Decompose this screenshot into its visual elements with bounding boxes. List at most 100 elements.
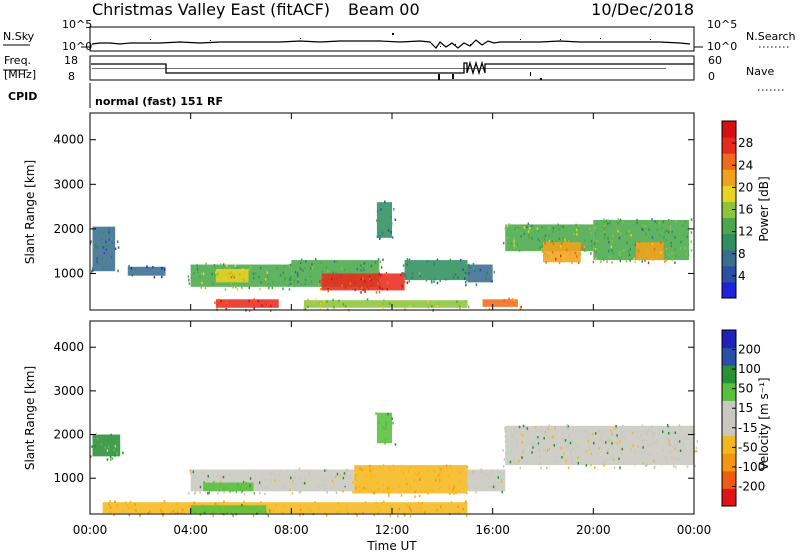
nave-label: Nave bbox=[746, 65, 774, 78]
scatter-cell bbox=[95, 243, 98, 247]
scatter-cell bbox=[108, 503, 110, 506]
scatter-cell bbox=[356, 514, 358, 517]
colorbar-tick-label: 28 bbox=[738, 136, 753, 150]
scatter-cell bbox=[296, 488, 298, 491]
scatter-cell bbox=[253, 492, 256, 495]
scatter-cell bbox=[560, 446, 562, 450]
nsky-label: N.Sky bbox=[3, 30, 35, 43]
scatter-cell bbox=[272, 509, 275, 512]
scatter-cell bbox=[626, 241, 628, 244]
scatter-cell bbox=[514, 299, 516, 302]
scatter-cell bbox=[666, 459, 668, 462]
scatter-cell bbox=[126, 504, 128, 507]
scatter-region bbox=[190, 505, 267, 514]
scatter-cell bbox=[669, 228, 672, 231]
scatter-cell bbox=[223, 500, 225, 504]
scatter-cell bbox=[571, 261, 573, 264]
scatter-cell bbox=[204, 286, 207, 290]
scatter-cell bbox=[201, 281, 203, 285]
scatter-cell bbox=[388, 502, 390, 506]
scatter-cell bbox=[573, 233, 575, 236]
scatter-cell bbox=[319, 280, 321, 283]
scatter-cell bbox=[389, 514, 391, 518]
scatter-cell bbox=[220, 263, 222, 266]
scatter-cell bbox=[539, 454, 541, 458]
scatter-cell bbox=[175, 502, 178, 505]
scatter-cell bbox=[605, 458, 607, 461]
scatter-cell bbox=[283, 265, 286, 268]
scatter-cell bbox=[326, 300, 328, 303]
scatter-cell bbox=[311, 265, 314, 268]
scatter-cell bbox=[543, 238, 546, 241]
scatter-cell bbox=[300, 510, 303, 513]
scatter-cell bbox=[557, 223, 559, 226]
scatter-cell bbox=[115, 503, 118, 506]
scatter-cell bbox=[288, 278, 291, 281]
scatter-cell bbox=[283, 504, 285, 508]
scatter-cell bbox=[404, 274, 407, 277]
scatter-cell bbox=[152, 265, 154, 269]
scatter-cell bbox=[219, 480, 222, 484]
scatter-cell bbox=[694, 450, 696, 453]
scatter-cell bbox=[497, 476, 499, 479]
scatter-cell bbox=[187, 491, 190, 495]
colorbar-swatch bbox=[722, 453, 736, 472]
scatter-cell bbox=[259, 267, 262, 270]
scatter-cell bbox=[544, 242, 546, 245]
scatter-cell bbox=[615, 425, 617, 428]
scatter-cell bbox=[304, 478, 306, 481]
scatter-cell bbox=[113, 448, 116, 452]
scatter-cell bbox=[464, 277, 466, 280]
scatter-cell bbox=[526, 427, 529, 430]
scatter-cell bbox=[671, 258, 674, 261]
scatter-cell bbox=[644, 451, 646, 454]
scatter-cell bbox=[289, 488, 291, 492]
scatter-cell bbox=[652, 434, 654, 438]
scatter-cell bbox=[523, 226, 526, 229]
colorbar-swatch bbox=[722, 169, 736, 186]
scatter-cell bbox=[307, 305, 309, 309]
scatter-cell bbox=[347, 511, 349, 514]
scatter-cell bbox=[193, 272, 195, 275]
scatter-cell bbox=[102, 246, 104, 249]
scatter-cell bbox=[491, 469, 494, 473]
scatter-cell bbox=[696, 439, 698, 443]
scatter-cell bbox=[472, 471, 474, 474]
scatter-cell bbox=[603, 258, 605, 261]
scatter-cell bbox=[610, 432, 613, 436]
scatter-cell bbox=[382, 425, 384, 429]
scatter-cell bbox=[243, 492, 246, 496]
scatter-cell bbox=[400, 494, 403, 497]
scatter-cell bbox=[349, 282, 352, 285]
scatter-cell bbox=[552, 230, 554, 234]
scatter-cell bbox=[606, 438, 609, 441]
scatter-cell bbox=[558, 237, 561, 241]
scatter-cell bbox=[252, 272, 255, 276]
scatter-cell bbox=[369, 469, 372, 472]
scatter-cell bbox=[147, 511, 150, 515]
scatter-cell bbox=[602, 461, 605, 464]
scatter-cell bbox=[407, 504, 409, 508]
scatter-cell bbox=[324, 511, 326, 514]
scatter-cell bbox=[642, 446, 644, 449]
scatter-cell bbox=[521, 441, 523, 444]
scatter-cell bbox=[612, 454, 615, 457]
scatter-cell bbox=[127, 506, 130, 510]
scatter-cell bbox=[605, 219, 608, 222]
scatter-cell bbox=[208, 491, 210, 495]
scatter-cell bbox=[430, 279, 433, 282]
scatter-cell bbox=[109, 506, 112, 509]
scatter-cell bbox=[693, 433, 696, 436]
scatter-cell bbox=[513, 241, 515, 245]
noise-panel: N.Sky 10^5 10^0 10^5 10^0 N.Search bbox=[3, 18, 796, 53]
scatter-cell bbox=[384, 437, 387, 441]
y-tick-label: 3000 bbox=[53, 384, 84, 398]
scatter-cell bbox=[434, 277, 436, 281]
scatter-cell bbox=[490, 472, 492, 476]
scatter-cell bbox=[519, 466, 522, 470]
scatter-cell bbox=[374, 490, 377, 494]
scatter-cell bbox=[685, 253, 688, 257]
scatter-cell bbox=[589, 227, 591, 231]
scatter-cell bbox=[399, 491, 401, 494]
scatter-cell bbox=[498, 472, 501, 475]
